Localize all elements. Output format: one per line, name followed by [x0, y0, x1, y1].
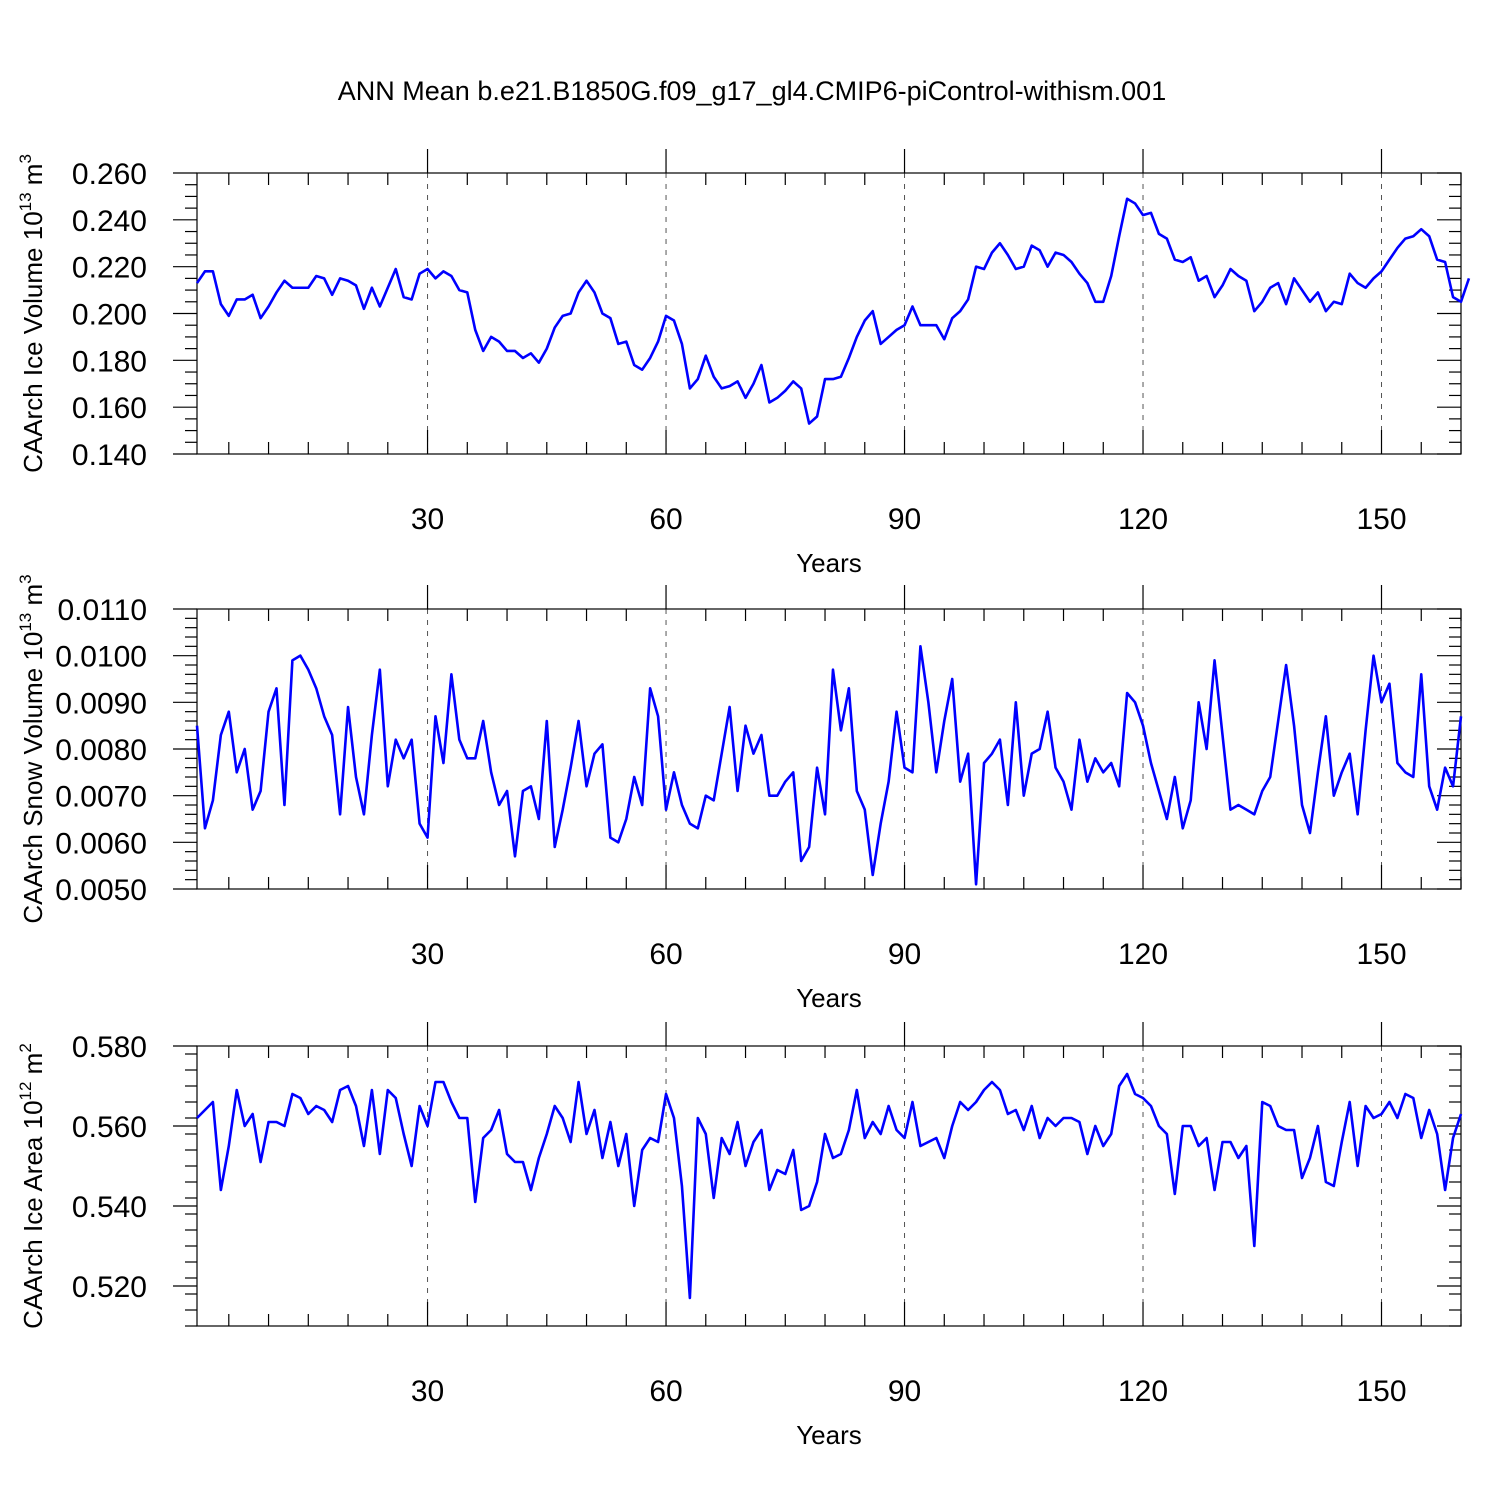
- x-tick-label: 120: [1118, 1375, 1168, 1408]
- figure-title: ANN Mean b.e21.B1850G.f09_g17_gl4.CMIP6-…: [338, 76, 1166, 106]
- y-tick-label: 0.220: [72, 252, 147, 285]
- y-axis-title-exponent: 13: [16, 613, 35, 632]
- x-tick-label: 120: [1118, 938, 1168, 971]
- y-tick-label: 0.180: [72, 345, 147, 378]
- series-line-caarch-snow-volume: [195, 645, 1463, 886]
- y-axis-title-unit-exponent: 3: [16, 574, 35, 583]
- x-tick-label: 150: [1356, 503, 1406, 536]
- y-tick-label: 0.0100: [55, 641, 147, 674]
- x-axis-title: Years: [796, 1420, 862, 1450]
- y-axis-title-unit: m: [18, 164, 48, 193]
- x-axis-title: Years: [796, 983, 862, 1013]
- y-tick-label: 0.0060: [55, 827, 147, 860]
- x-tick-label: 30: [411, 503, 444, 536]
- series-line-caarch-ice-volume: [195, 197, 1471, 425]
- y-axis-title-text: CAArch Ice Volume 10: [18, 211, 48, 473]
- y-tick-label: 0.0080: [55, 734, 147, 767]
- y-tick-label: 0.200: [72, 299, 147, 332]
- y-axis-title-text: CAArch Ice Area 10: [18, 1100, 48, 1328]
- x-tick-label: 60: [649, 938, 682, 971]
- panel-3: 30 60 90 120 150 0.520 0.540 0.560 0.580 Years CAA…: [16, 1022, 1463, 1450]
- y-axis-title: CAArch Ice Area 1012 m2: [16, 1043, 48, 1329]
- x-tick-label: 90: [888, 503, 921, 536]
- x-tick-label: 60: [649, 1375, 682, 1408]
- x-tick-label: 120: [1118, 503, 1168, 536]
- y-tick-label: 0.540: [72, 1191, 147, 1224]
- y-axis-title-unit-exponent: 2: [16, 1043, 35, 1052]
- x-tick-label: 150: [1356, 938, 1406, 971]
- panels: 30 60 90 120 150 0.140 0.160 0.180 0.200 0.220 0.2…: [16, 149, 1471, 1450]
- y-axis-title: CAArch Ice Volume 1013 m3: [16, 154, 48, 473]
- x-tick-label: 90: [888, 938, 921, 971]
- y-tick-label: 0.520: [72, 1271, 147, 1304]
- y-tick-label: 0.240: [72, 205, 147, 238]
- plot-frame: [196, 172, 1462, 455]
- y-tick-label: 0.0070: [55, 781, 147, 814]
- y-axis-title-exponent: 12: [16, 1082, 35, 1101]
- y-axis-title-unit: m: [18, 584, 48, 613]
- y-axis-title-unit-exponent: 3: [16, 154, 35, 163]
- x-tick-label: 30: [411, 1375, 444, 1408]
- y-tick-label: 0.0110: [57, 594, 147, 627]
- y-tick-label: 0.580: [72, 1031, 147, 1064]
- x-tick-label: 90: [888, 1375, 921, 1408]
- y-axis-title-text: CAArch Snow Volume 10: [18, 632, 48, 924]
- y-axis-title: CAArch Snow Volume 1013 m3: [16, 574, 48, 923]
- panel-1: 30 60 90 120 150 0.140 0.160 0.180 0.200 0.220 0.2…: [16, 149, 1471, 578]
- panel-2: 30 60 90 120 150 0.0050 0.0060 0.0070 0.0080 0.00…: [16, 574, 1463, 1013]
- y-tick-label: 0.140: [72, 439, 147, 472]
- plot-frame: [196, 1045, 1462, 1327]
- series-line-caarch-ice-area: [196, 1072, 1463, 1300]
- y-axis-title-unit: m: [18, 1053, 48, 1082]
- y-tick-label: 0.560: [72, 1111, 147, 1144]
- x-axis-title: Years: [796, 548, 862, 578]
- x-tick-label: 150: [1356, 1375, 1406, 1408]
- y-tick-label: 0.0050: [55, 874, 147, 907]
- y-tick-label: 0.160: [72, 392, 147, 425]
- y-tick-label: 0.260: [72, 158, 147, 191]
- x-tick-label: 30: [411, 938, 444, 971]
- y-axis-title-exponent: 13: [16, 192, 35, 211]
- y-tick-label: 0.0090: [55, 687, 147, 720]
- x-tick-label: 60: [649, 503, 682, 536]
